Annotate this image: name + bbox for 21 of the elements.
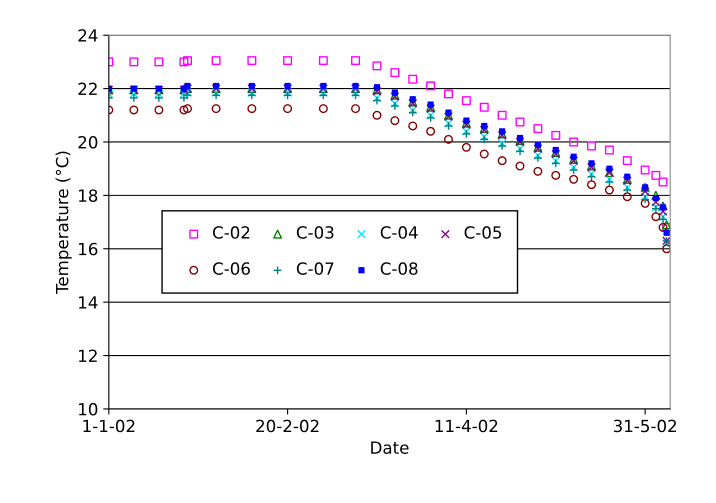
x-tick-label: 11-4-02 [436, 420, 498, 432]
legend-label: C-02 [213, 226, 250, 239]
legend-label: C-03 [296, 226, 334, 239]
legend-label: C-07 [296, 262, 334, 275]
x-axis-title: Date [371, 442, 409, 454]
x-tick-label: 1-1-02 [83, 420, 134, 432]
y-tick-label: 22 [78, 82, 97, 95]
y-tick-label: 12 [79, 350, 97, 362]
legend-label: C-06 [213, 262, 250, 275]
y-tick-label: 14 [79, 296, 98, 308]
x-tick-label: 20-2-02 [256, 420, 318, 432]
y-tick-label: 24 [78, 29, 98, 42]
y-tick-label: 10 [79, 402, 98, 416]
legend-label: C-05 [464, 226, 502, 239]
legend-label: C-08 [380, 262, 418, 275]
y-tick-label: 18 [79, 189, 98, 202]
y-axis-title: Temperature (°C) [56, 152, 72, 294]
x-tick-label: 31-5-02 [614, 420, 676, 432]
y-tick-label: 16 [79, 242, 98, 256]
legend-label: C-04 [380, 226, 418, 239]
y-tick-label: 20 [78, 136, 98, 149]
